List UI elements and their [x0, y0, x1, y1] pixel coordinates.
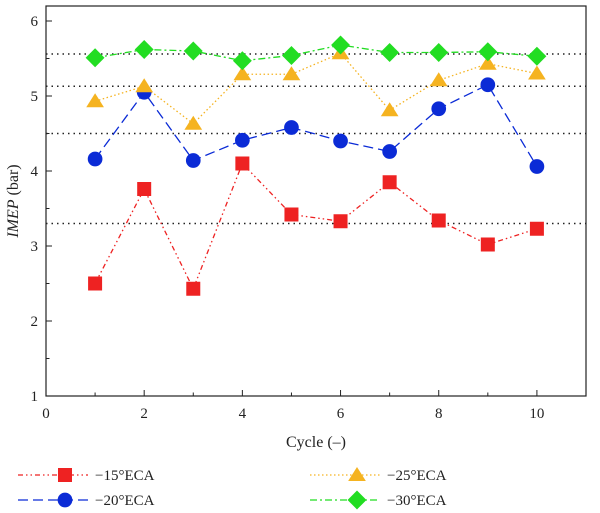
data-point — [85, 48, 105, 68]
legend-marker — [347, 490, 367, 510]
data-point — [282, 66, 301, 81]
data-point — [380, 102, 399, 117]
plot-frame — [45, 5, 587, 397]
legend-marker — [57, 492, 73, 508]
data-point — [382, 175, 397, 190]
data-point — [235, 156, 250, 171]
legend-marker — [58, 468, 72, 482]
data-point — [186, 281, 201, 296]
y-tick-label: 1 — [31, 389, 39, 405]
data-point — [480, 77, 496, 93]
legend: −15°ECA −20°ECA −25°ECA −30°ECA — [18, 466, 447, 510]
data-point — [527, 46, 547, 66]
x-tick-label: 8 — [435, 406, 443, 422]
mean-lines — [46, 53, 586, 225]
data-point — [331, 35, 350, 55]
axis-ticks — [45, 20, 587, 397]
data-point — [429, 43, 449, 62]
x-tick-label: 4 — [239, 406, 247, 422]
data-point — [528, 65, 546, 80]
data-point — [478, 55, 497, 70]
legend-label: −25°ECA — [387, 468, 447, 484]
data-point — [134, 40, 154, 59]
y-tick-label: 2 — [31, 314, 39, 330]
x-tick-label: 10 — [529, 406, 544, 422]
x-tick-label: 6 — [337, 406, 345, 422]
data-point — [87, 151, 103, 167]
series-line — [94, 44, 537, 62]
y-tick-label: 3 — [31, 239, 39, 255]
series-line — [94, 83, 538, 167]
data-point — [284, 120, 299, 135]
data-point — [529, 159, 545, 174]
data-point — [183, 41, 203, 61]
data-point — [478, 42, 498, 62]
y-tick-label: 4 — [31, 164, 39, 180]
series-line — [94, 162, 538, 291]
legend-label: −30°ECA — [387, 493, 447, 509]
legend-item: −25°ECA — [310, 466, 447, 484]
legend-label: −15°ECA — [95, 468, 155, 484]
data-point — [184, 115, 203, 130]
data-point — [431, 213, 446, 228]
series-lines — [94, 44, 538, 291]
data-point — [382, 144, 397, 159]
y-tick-label: 5 — [31, 89, 39, 105]
series-line — [94, 52, 538, 125]
y-tick-label: 6 — [31, 14, 39, 30]
data-point — [88, 276, 103, 291]
x-axis-title: Cycle (–) — [286, 434, 346, 451]
data-point — [480, 237, 495, 252]
data-point — [185, 153, 201, 168]
data-point — [284, 207, 299, 222]
data-point — [431, 101, 447, 117]
data-point — [529, 221, 544, 236]
x-tick-label: 0 — [42, 406, 50, 422]
legend-item: −15°ECA — [18, 468, 155, 484]
data-point — [235, 132, 250, 148]
data-point — [380, 43, 400, 62]
legend-label: −20°ECA — [95, 493, 155, 509]
data-point — [232, 51, 252, 71]
data-point — [282, 46, 301, 65]
legend-item: −30°ECA — [310, 490, 447, 510]
data-point — [135, 78, 154, 93]
series-markers — [85, 35, 547, 296]
x-tick-label: 2 — [140, 406, 148, 422]
data-point — [86, 93, 104, 108]
legend-marker — [348, 466, 366, 482]
legend-item: −20°ECA — [18, 492, 155, 509]
data-point — [137, 182, 152, 196]
data-point — [333, 214, 348, 229]
data-point — [333, 133, 348, 149]
data-point — [429, 72, 448, 87]
y-axis-title: IMEP (bar) — [5, 164, 22, 238]
data-point — [233, 66, 252, 81]
